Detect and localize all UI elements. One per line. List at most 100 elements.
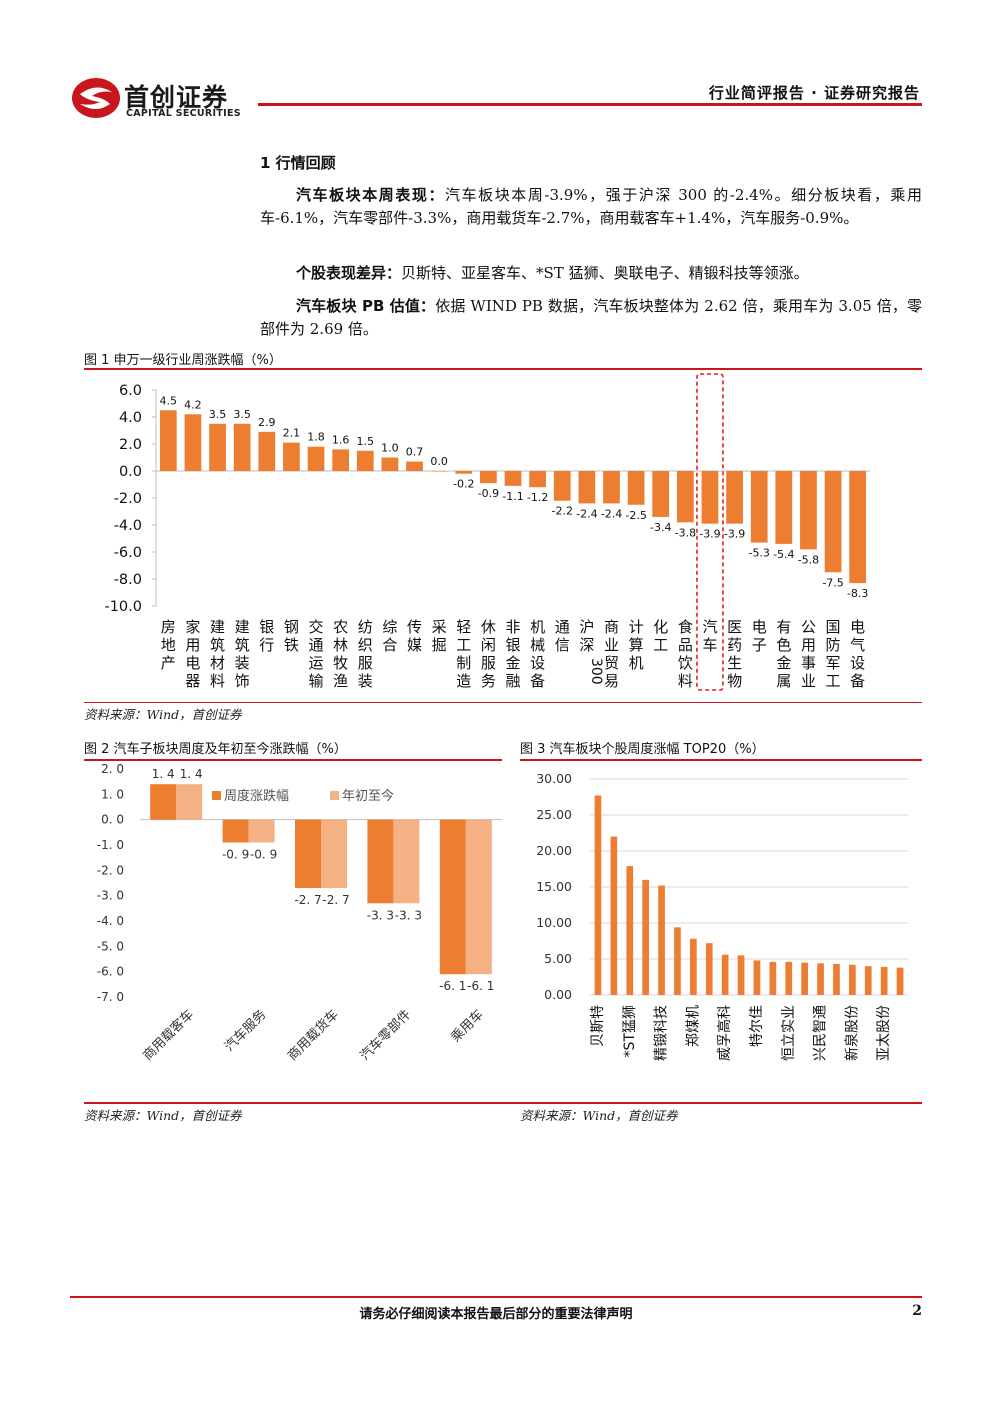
data-label: -5.8: [798, 553, 819, 566]
data-label: -0.2: [453, 478, 474, 491]
y-tick-label: -7. 0: [97, 990, 124, 1004]
y-tick-label: 10.00: [536, 915, 572, 930]
data-label: 1. 4: [180, 767, 203, 781]
x-tick-label: 汽车: [702, 618, 717, 654]
x-tick-label: 房地产: [161, 618, 176, 672]
legend-label: 周度涨跌幅: [224, 788, 289, 804]
bar: [674, 927, 681, 995]
y-tick-label: -2.0: [114, 491, 142, 507]
x-tick-char: 电: [850, 618, 865, 636]
y-tick-label: -2. 0: [97, 863, 124, 877]
bar: [578, 471, 596, 504]
figure-3-source: 资料来源：Wind，首创证券: [520, 1108, 678, 1123]
x-tick-char: 物: [727, 672, 742, 690]
data-label: 2.1: [283, 427, 301, 440]
bar: [233, 423, 251, 471]
brand-name-en: CAPITAL SECURITIES: [126, 108, 241, 119]
x-tick-char: 渔: [333, 672, 348, 690]
x-tick-char: 备: [530, 672, 545, 690]
paragraph-stock-performance: 个股表现差异：贝斯特、亚星客车、*ST 猛狮、奥联电子、精锻科技等领涨。: [260, 262, 922, 285]
data-label: 4.5: [160, 394, 178, 407]
bar: [480, 471, 497, 484]
x-tick-char: 运: [309, 654, 324, 672]
x-tick-char: 设: [530, 654, 545, 672]
data-label: 3.5: [209, 408, 227, 421]
x-tick-char: 输: [309, 672, 324, 690]
bar: [248, 819, 275, 843]
x-tick-label: 乘用车: [448, 1007, 487, 1046]
x-tick-char: 生: [727, 654, 742, 672]
x-tick-char: 建: [235, 618, 250, 636]
y-tick-label: 0.00: [544, 987, 572, 1002]
x-tick-char: 农: [333, 618, 348, 636]
x-tick-char: 银: [259, 618, 274, 636]
chart-auto-subsectors: 2. 0 1. 0 0. 0 -1. 0 -2. 0 -3. 0 -4. 0 -5. 0 -6.…: [97, 762, 502, 1064]
x-tick-char: 融: [505, 672, 520, 690]
x-tick-char: 合: [382, 636, 397, 654]
x-tick-char: 医: [727, 618, 742, 636]
x-tick-char: 非: [505, 618, 520, 636]
bar: [209, 423, 226, 471]
x-tick-char: 建: [210, 618, 225, 636]
x-tick-char: 银: [505, 636, 520, 654]
x-tick-char: 产: [161, 654, 176, 672]
bar: [553, 471, 571, 501]
x-tick-char: 服: [481, 654, 496, 672]
figure-2-top-rule: [84, 759, 502, 761]
x-tick-char: 信: [555, 636, 570, 654]
data-label: -1.1: [502, 490, 523, 503]
bar: [880, 966, 888, 995]
y-tick-label: 1. 0: [101, 787, 124, 801]
x-tick-label: 化工: [653, 618, 668, 654]
bar: [430, 471, 448, 472]
paragraph-text: 贝斯特、亚星客车、*ST 猛狮、奥联电子、精锻科技等领涨。: [401, 264, 809, 282]
x-tick-char: 属: [776, 672, 791, 690]
x-tick-label: 汽车零部件: [357, 1007, 414, 1064]
x-tick-char: 工: [456, 636, 471, 654]
x-tick-char: 工: [826, 672, 841, 690]
logo-mark-icon: [72, 78, 120, 118]
x-tick-char: 商: [604, 618, 619, 636]
x-tick-char: 林: [333, 636, 348, 654]
x-tick-label: 银行: [259, 618, 274, 654]
bar: [176, 784, 203, 820]
y-tick-label: 0.0: [119, 464, 142, 480]
x-tick-label: *ST猛狮: [622, 1005, 638, 1057]
bar: [367, 819, 394, 904]
highlight-box: [696, 373, 724, 691]
data-label: -2.2: [552, 505, 573, 518]
bar: [849, 964, 856, 995]
x-tick-label: 恒立实业: [781, 1005, 797, 1061]
bar: [652, 471, 670, 517]
data-label: -6. 1: [467, 979, 494, 993]
bar: [626, 866, 634, 995]
x-tick-label: 亚太股份: [876, 1005, 892, 1061]
data-label: 4.2: [184, 398, 202, 411]
figure-2-3-bottom-rule: [84, 1102, 922, 1104]
bar: [769, 961, 777, 995]
x-tick-char: 饰: [235, 672, 250, 690]
bar: [801, 962, 808, 995]
figure-1-source: 资料来源：Wind，首创证券: [84, 707, 242, 722]
data-label: 1.8: [307, 431, 325, 444]
bar: [864, 966, 872, 995]
figure-2-source: 资料来源：Wind，首创证券: [84, 1108, 242, 1123]
chart-industry-weekly: 6.0 4.0 2.0 0.0 -2.0 -4.0 -6.0 -8.0 -10.0 4.5 房地产 4…: [104, 373, 870, 691]
x-tick-char: 牧: [333, 654, 348, 672]
bar: [775, 471, 793, 544]
data-label: -3. 3: [367, 908, 394, 922]
paragraph-label: 个股表现差异：: [296, 264, 402, 282]
data-label: -2. 7: [322, 893, 349, 907]
bar: [753, 960, 761, 995]
data-label: -2.4: [601, 507, 622, 520]
x-tick-char: 铁: [284, 636, 299, 654]
bar: [222, 819, 249, 843]
x-tick-char: 传: [407, 618, 422, 636]
